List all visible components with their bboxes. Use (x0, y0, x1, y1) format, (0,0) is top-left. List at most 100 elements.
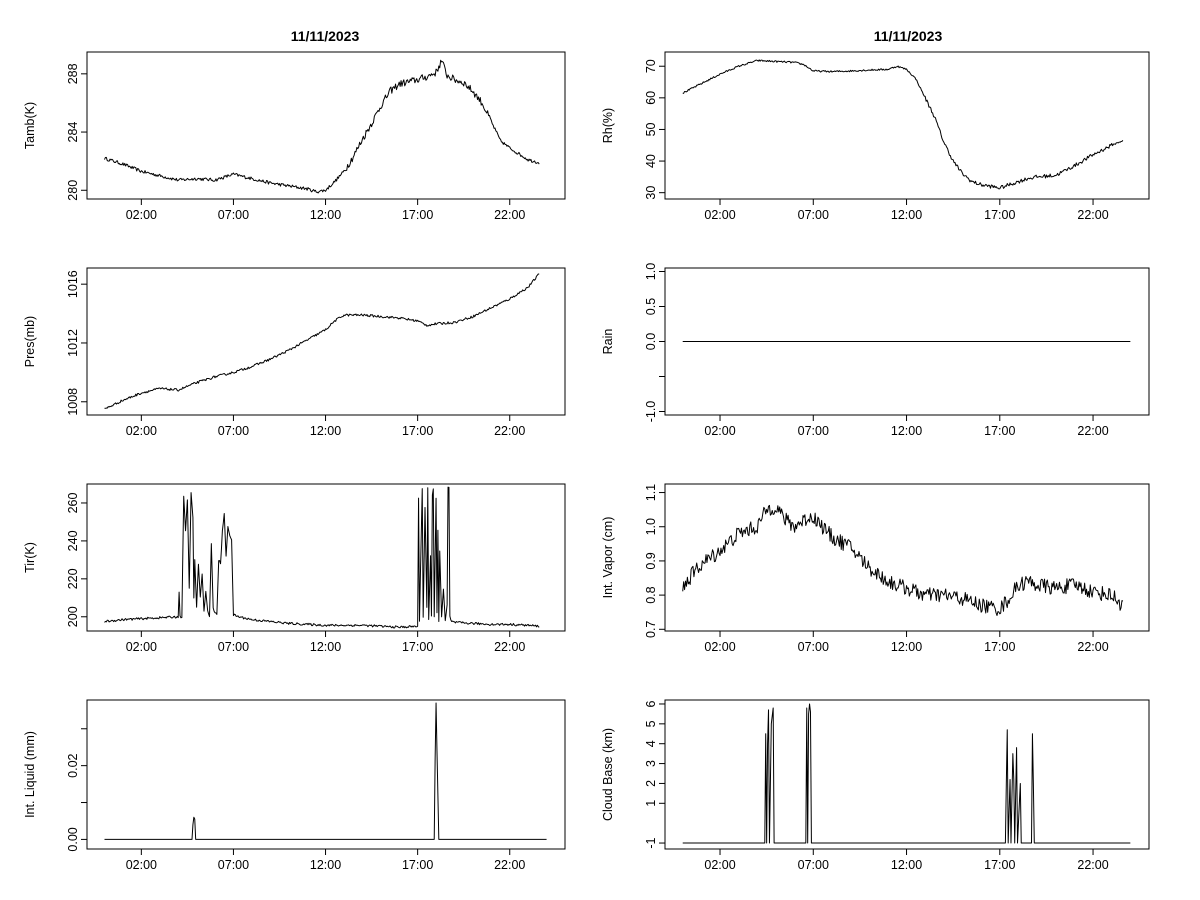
cloudbase-y-tick-label: 1 (644, 800, 658, 807)
pres-x-tick-label: 02:00 (126, 424, 157, 438)
vapor-y-tick-label: 0.7 (644, 621, 658, 638)
rain-x-tick-label: 12:00 (891, 424, 922, 438)
vapor-y-tick-label: 1.1 (644, 484, 658, 501)
cloudbase-x-tick-label: 02:00 (704, 858, 735, 872)
rh-x-tick-label: 02:00 (704, 208, 735, 222)
panel-tamb: 02:00 07:00 12:00 17:00 22:00 280 284 288 Tamb(K… (23, 51, 566, 222)
tamb-x-tick-label: 02:00 (126, 208, 157, 222)
pres-x-tick-label: 22:00 (494, 424, 525, 438)
cloudbase-y-tick-label: 4 (644, 740, 658, 747)
pres-x-tick-label: 17:00 (402, 424, 433, 438)
cloudbase-y-tick-label: -1 (644, 837, 658, 848)
vapor-x-tick-label: 12:00 (891, 640, 922, 654)
liquid-y-axis-label: Int. Liquid (mm) (23, 731, 37, 818)
rh-y-tick-label: 50 (644, 122, 658, 136)
rain-x-tick-label: 22:00 (1077, 424, 1108, 438)
rh-series-line (682, 59, 1124, 190)
vapor-series-line (682, 504, 1124, 616)
rain-y-tick-label: 0.0 (644, 333, 658, 350)
vapor-x-tick-label: 22:00 (1077, 640, 1108, 654)
tir-x-tick-label: 12:00 (310, 640, 341, 654)
rain-y-axis-label: Rain (601, 329, 615, 355)
rh-y-tick-label: 30 (644, 186, 658, 200)
vapor-x-tick-label: 02:00 (704, 640, 735, 654)
tir-y-tick-label: 260 (66, 492, 80, 513)
vapor-y-tick-label: 0.9 (644, 552, 658, 569)
tamb-x-tick-label: 17:00 (402, 208, 433, 222)
rain-y-tick-label: 1.0 (644, 263, 658, 280)
cloudbase-y-tick-label: 3 (644, 760, 658, 767)
liquid-x-tick-label: 17:00 (402, 858, 433, 872)
tir-y-tick-label: 240 (66, 530, 80, 551)
pres-y-tick-label: 1012 (66, 329, 80, 357)
rain-x-tick-label: 02:00 (704, 424, 735, 438)
panel-pres: 02:00 07:00 12:00 17:00 22:00 1008 1012 1016 Pre… (23, 267, 566, 438)
rh-y-axis-label: Rh(%) (601, 108, 615, 143)
tamb-y-tick-label: 288 (66, 63, 80, 84)
pres-x-tick-label: 12:00 (310, 424, 341, 438)
rh-x-tick-label: 17:00 (984, 208, 1015, 222)
cloudbase-series-line (682, 703, 1131, 844)
panel-rh: 02:00 07:00 12:00 17:00 22:00 30 40 50 60 70 Rh(%) (601, 51, 1150, 222)
vapor-y-tick-label: 0.8 (644, 586, 658, 603)
liquid-x-tick-label: 02:00 (126, 858, 157, 872)
tamb-x-tick-label: 22:00 (494, 208, 525, 222)
tir-series-line (104, 486, 540, 629)
tamb-y-tick-label: 284 (66, 122, 80, 143)
liquid-y-tick-label: 0.00 (66, 827, 80, 851)
liquid-x-tick-label: 22:00 (494, 858, 525, 872)
cloudbase-y-axis-label: Cloud Base (km) (601, 728, 615, 821)
pres-x-tick-label: 07:00 (218, 424, 249, 438)
pres-y-axis-label: Pres(mb) (23, 316, 37, 367)
cloudbase-y-tick-label: 5 (644, 720, 658, 727)
tir-y-tick-label: 220 (66, 568, 80, 589)
tamb-x-tick-label: 07:00 (218, 208, 249, 222)
tir-y-tick-label: 200 (66, 606, 80, 627)
tir-x-tick-label: 02:00 (126, 640, 157, 654)
panel-cloudbase: 02:00 07:00 12:00 17:00 22:00 -1 1 2 3 4 5 6 Cloud B… (601, 699, 1150, 872)
rh-x-tick-label: 12:00 (891, 208, 922, 222)
pres-y-tick-label: 1016 (66, 270, 80, 298)
rain-x-tick-label: 17:00 (984, 424, 1015, 438)
cloudbase-y-tick-label: 6 (644, 700, 658, 707)
tamb-x-tick-label: 12:00 (310, 208, 341, 222)
panel-liquid: 02:00 07:00 12:00 17:00 22:00 0.00 0.02 Int. Li… (23, 699, 566, 872)
panel-rain: 02:00 07:00 12:00 17:00 22:00 -1.0 0.0 0.5 1.0 Ra… (601, 263, 1150, 438)
rh-x-tick-label: 22:00 (1077, 208, 1108, 222)
rain-y-tick-label: 0.5 (644, 298, 658, 315)
tamb-series-line (104, 59, 540, 194)
rh-y-tick-label: 40 (644, 154, 658, 168)
tamb-y-tick-label: 280 (66, 180, 80, 201)
vapor-x-tick-label: 17:00 (984, 640, 1015, 654)
cloudbase-y-tick-label: 2 (644, 780, 658, 787)
tir-x-tick-label: 17:00 (402, 640, 433, 654)
rain-y-tick-label: -1.0 (644, 401, 658, 423)
tamb-y-axis-label: Tamb(K) (23, 102, 37, 149)
right-column-title: 11/11/2023 (874, 28, 943, 44)
liquid-y-tick-label: 0.02 (66, 753, 80, 777)
cloudbase-x-tick-label: 22:00 (1077, 858, 1108, 872)
liquid-x-tick-label: 12:00 (310, 858, 341, 872)
cloudbase-x-tick-label: 07:00 (798, 858, 829, 872)
rain-x-tick-label: 07:00 (798, 424, 829, 438)
left-column-title: 11/11/2023 (291, 28, 360, 44)
pres-y-tick-label: 1008 (66, 388, 80, 416)
liquid-x-tick-label: 07:00 (218, 858, 249, 872)
tir-x-tick-label: 22:00 (494, 640, 525, 654)
cloudbase-x-tick-label: 12:00 (891, 858, 922, 872)
tir-x-tick-label: 07:00 (218, 640, 249, 654)
vapor-y-tick-label: 1.0 (644, 518, 658, 535)
rh-x-tick-label: 07:00 (798, 208, 829, 222)
tir-y-axis-label: Tir(K) (23, 542, 37, 573)
panel-tir: 02:00 07:00 12:00 17:00 22:00 200 220 240 260 Tir… (23, 483, 566, 654)
panel-vapor: 02:00 07:00 12:00 17:00 22:00 0.7 0.8 0.9 1.0 1.1… (601, 483, 1150, 654)
vapor-x-tick-label: 07:00 (798, 640, 829, 654)
cloudbase-x-tick-label: 17:00 (984, 858, 1015, 872)
vapor-y-axis-label: Int. Vapor (cm) (601, 517, 615, 599)
rh-y-tick-label: 70 (644, 59, 658, 73)
rh-y-tick-label: 60 (644, 91, 658, 105)
liquid-series-line (104, 702, 547, 840)
pres-series-line (104, 273, 540, 409)
